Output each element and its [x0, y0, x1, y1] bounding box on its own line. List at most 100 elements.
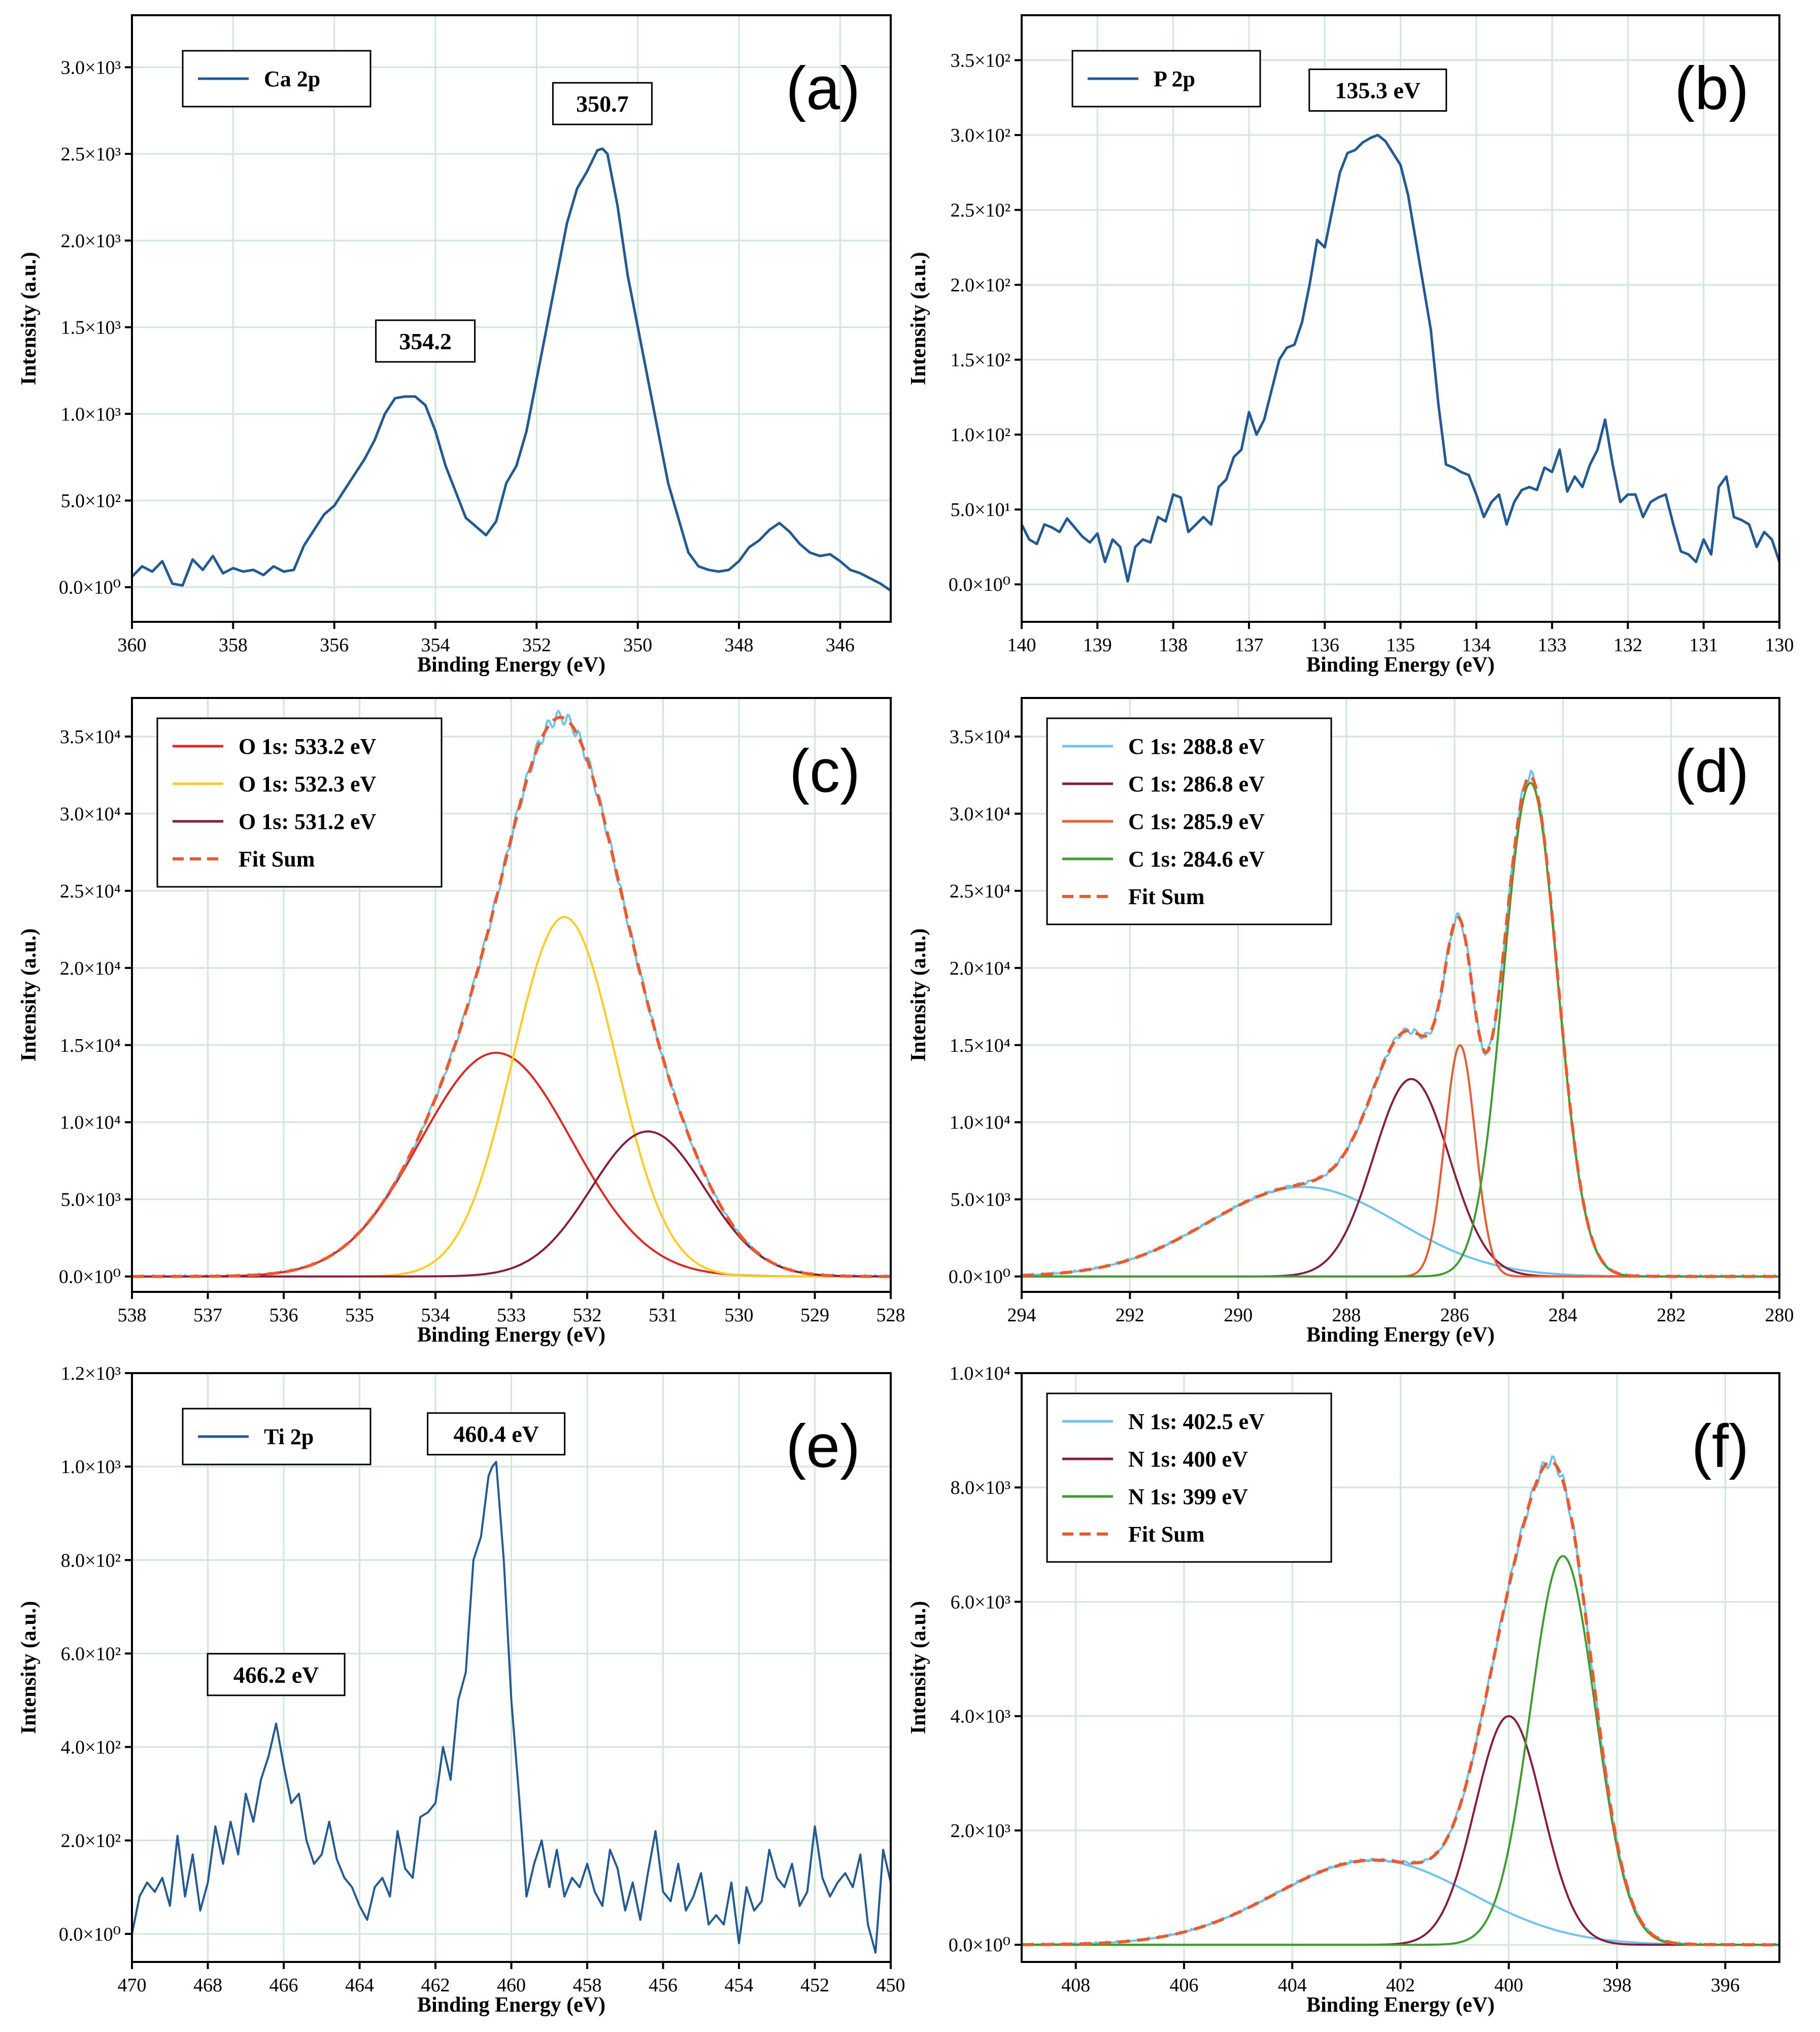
- tick-labels: 538 537 536 535 534 533 532 531 530 529 528 0.0×10⁰…: [59, 726, 905, 1326]
- x-tick-label: 284: [1548, 1305, 1577, 1326]
- x-tick-label: 350: [623, 635, 652, 656]
- y-tick-label: 5.0×10³: [61, 1189, 121, 1211]
- x-axis-label: Binding Energy (eV): [1306, 1323, 1495, 1347]
- legend-entry-label: C 1s: 286.8 eV: [1128, 772, 1265, 796]
- y-tick-label: 0.0×10⁰: [59, 577, 121, 598]
- panel-label: (f): [1692, 1412, 1749, 1480]
- y-tick-label: 1.0×10⁴: [950, 1112, 1010, 1134]
- y-axis-label: Intensity (a.u.): [17, 1601, 41, 1735]
- y-tick-label: 2.5×10³: [61, 144, 121, 165]
- x-tick-label: 534: [421, 1305, 450, 1326]
- y-tick-label: 5.0×10¹: [951, 499, 1010, 521]
- annotation-box: [427, 1412, 566, 1456]
- legend: Ca 2p: [182, 50, 372, 108]
- annotation-box: [207, 1653, 346, 1696]
- x-tick-label: 130: [1765, 635, 1794, 656]
- chart-panel-b: 140 139 138 137 136 135 134 133 132 131 130 0.0×10⁰…: [907, 14, 1794, 677]
- x-tick-label: 354: [421, 635, 450, 656]
- x-tick-label: 136: [1310, 635, 1339, 656]
- legend-entry-label: Ca 2p: [264, 66, 320, 91]
- y-tick-label: 2.5×10⁴: [950, 881, 1010, 902]
- x-axis-label: Binding Energy (eV): [417, 653, 605, 677]
- y-tick-label: 0.0×10⁰: [59, 1924, 121, 1945]
- y-tick-label: 0.0×10⁰: [949, 1267, 1010, 1288]
- series-line-p-2p: [1022, 134, 1779, 583]
- y-tick-label: 0.0×10⁰: [59, 1267, 121, 1288]
- x-tick-label: 346: [826, 635, 855, 656]
- x-tick-label: 282: [1657, 1305, 1686, 1326]
- x-tick-label: 132: [1613, 635, 1642, 656]
- x-tick-label: 454: [725, 1975, 754, 1996]
- plot-area: [132, 147, 891, 592]
- y-tick-label: 1.0×10⁴: [60, 1112, 121, 1134]
- x-tick-label: 294: [1007, 1305, 1036, 1326]
- y-tick-label: 6.0×10²: [61, 1643, 121, 1664]
- axes-frame: [1021, 697, 1780, 1293]
- y-tick-label: 2.0×10⁴: [60, 958, 121, 979]
- x-tick-label: 532: [573, 1305, 602, 1326]
- legend: Ti 2p: [182, 1408, 372, 1465]
- peak-annotation: 350.7: [552, 82, 653, 125]
- y-tick-label: 5.0×10²: [61, 490, 121, 512]
- annotation-label: 466.2 eV: [233, 1662, 319, 1688]
- plot-area: [1022, 769, 1779, 1278]
- chart-panel-a: 360 358 356 354 352 350 348 346 0.0×10⁰ 5.0×10² 1.…: [17, 14, 892, 677]
- x-tick-label: 396: [1711, 1975, 1740, 1996]
- y-tick-label: 2.0×10³: [61, 230, 121, 252]
- x-tick-label: 470: [118, 1975, 147, 1996]
- y-tick-label: 4.0×10²: [61, 1737, 121, 1758]
- legend: P 2p: [1071, 50, 1261, 108]
- tick-labels: 360 358 356 354 352 350 348 346 0.0×10⁰ 5.0×10² 1.…: [59, 57, 855, 656]
- y-axis-label: Intensity (a.u.): [17, 252, 41, 385]
- legend-entry-label: N 1s: 400 eV: [1128, 1447, 1248, 1472]
- peak-annotation: 354.2: [375, 319, 476, 363]
- x-tick-label: 402: [1386, 1975, 1415, 1996]
- y-tick-label: 0.0×10⁰: [949, 574, 1010, 595]
- annotation-label: 354.2: [399, 328, 452, 354]
- y-tick-label: 2.0×10⁴: [950, 958, 1010, 979]
- x-tick-label: 531: [649, 1305, 678, 1326]
- component-line-531.2: [132, 1130, 891, 1278]
- y-tick-label: 2.5×10⁴: [60, 881, 121, 902]
- legend-entry-label: N 1s: 399 eV: [1128, 1484, 1248, 1509]
- component-line-286.8: [1022, 1078, 1779, 1278]
- plot-area: [1022, 134, 1779, 583]
- annotation-label: 350.7: [576, 91, 629, 117]
- tick-labels: 470 468 466 464 462 460 458 456 454 452 450 0.0×10⁰…: [59, 1363, 905, 1996]
- y-tick-label: 3.5×10⁴: [950, 726, 1010, 748]
- x-tick-label: 533: [497, 1305, 526, 1326]
- y-tick-label: 8.0×10³: [951, 1477, 1010, 1498]
- x-tick-label: 133: [1538, 635, 1567, 656]
- legend-entry-label: O 1s: 531.2 eV: [239, 809, 377, 834]
- y-tick-label: 2.5×10²: [951, 200, 1010, 221]
- y-tick-label: 3.5×10²: [951, 50, 1010, 72]
- x-tick-label: 348: [725, 635, 754, 656]
- fit-sum-line: [1022, 1460, 1779, 1947]
- fit-sum-line: [1022, 775, 1779, 1278]
- legend-entry-label: Fit Sum: [1128, 884, 1204, 909]
- y-tick-label: 1.5×10⁴: [950, 1035, 1010, 1056]
- x-tick-label: 406: [1169, 1975, 1198, 1996]
- y-tick-label: 6.0×10³: [951, 1591, 1010, 1613]
- x-tick-label: 536: [269, 1305, 298, 1326]
- y-tick-label: 1.2×10³: [61, 1363, 121, 1384]
- y-tick-label: 4.0×10³: [951, 1706, 1010, 1727]
- plot-area: [132, 1460, 891, 1954]
- peak-annotation: 466.2 eV: [207, 1653, 346, 1696]
- peak-annotation: 460.4 eV: [427, 1412, 566, 1456]
- legend: O 1s: 533.2 eV O 1s: 532.3 eV O 1s: 531.2 …: [156, 717, 443, 888]
- x-tick-label: 137: [1234, 635, 1263, 656]
- tick-labels: 408 406 404 402 400 398 396 0.0×10⁰ 2.0×10³ 4.0×1…: [949, 1363, 1740, 1996]
- y-tick-label: 1.5×10²: [951, 350, 1010, 371]
- y-tick-label: 2.0×10²: [61, 1830, 121, 1852]
- x-axis-label: Binding Energy (eV): [417, 1323, 605, 1347]
- annotation-label: 135.3 eV: [1335, 78, 1421, 104]
- x-tick-label: 450: [877, 1975, 905, 1996]
- legend-entry-label: C 1s: 285.9 eV: [1128, 809, 1265, 834]
- x-tick-label: 292: [1116, 1305, 1144, 1326]
- x-tick-label: 356: [320, 635, 349, 656]
- legend-entry-label: P 2p: [1154, 66, 1195, 91]
- y-tick-label: 1.0×10²: [951, 424, 1010, 446]
- y-tick-label: 1.0×10³: [61, 1456, 121, 1478]
